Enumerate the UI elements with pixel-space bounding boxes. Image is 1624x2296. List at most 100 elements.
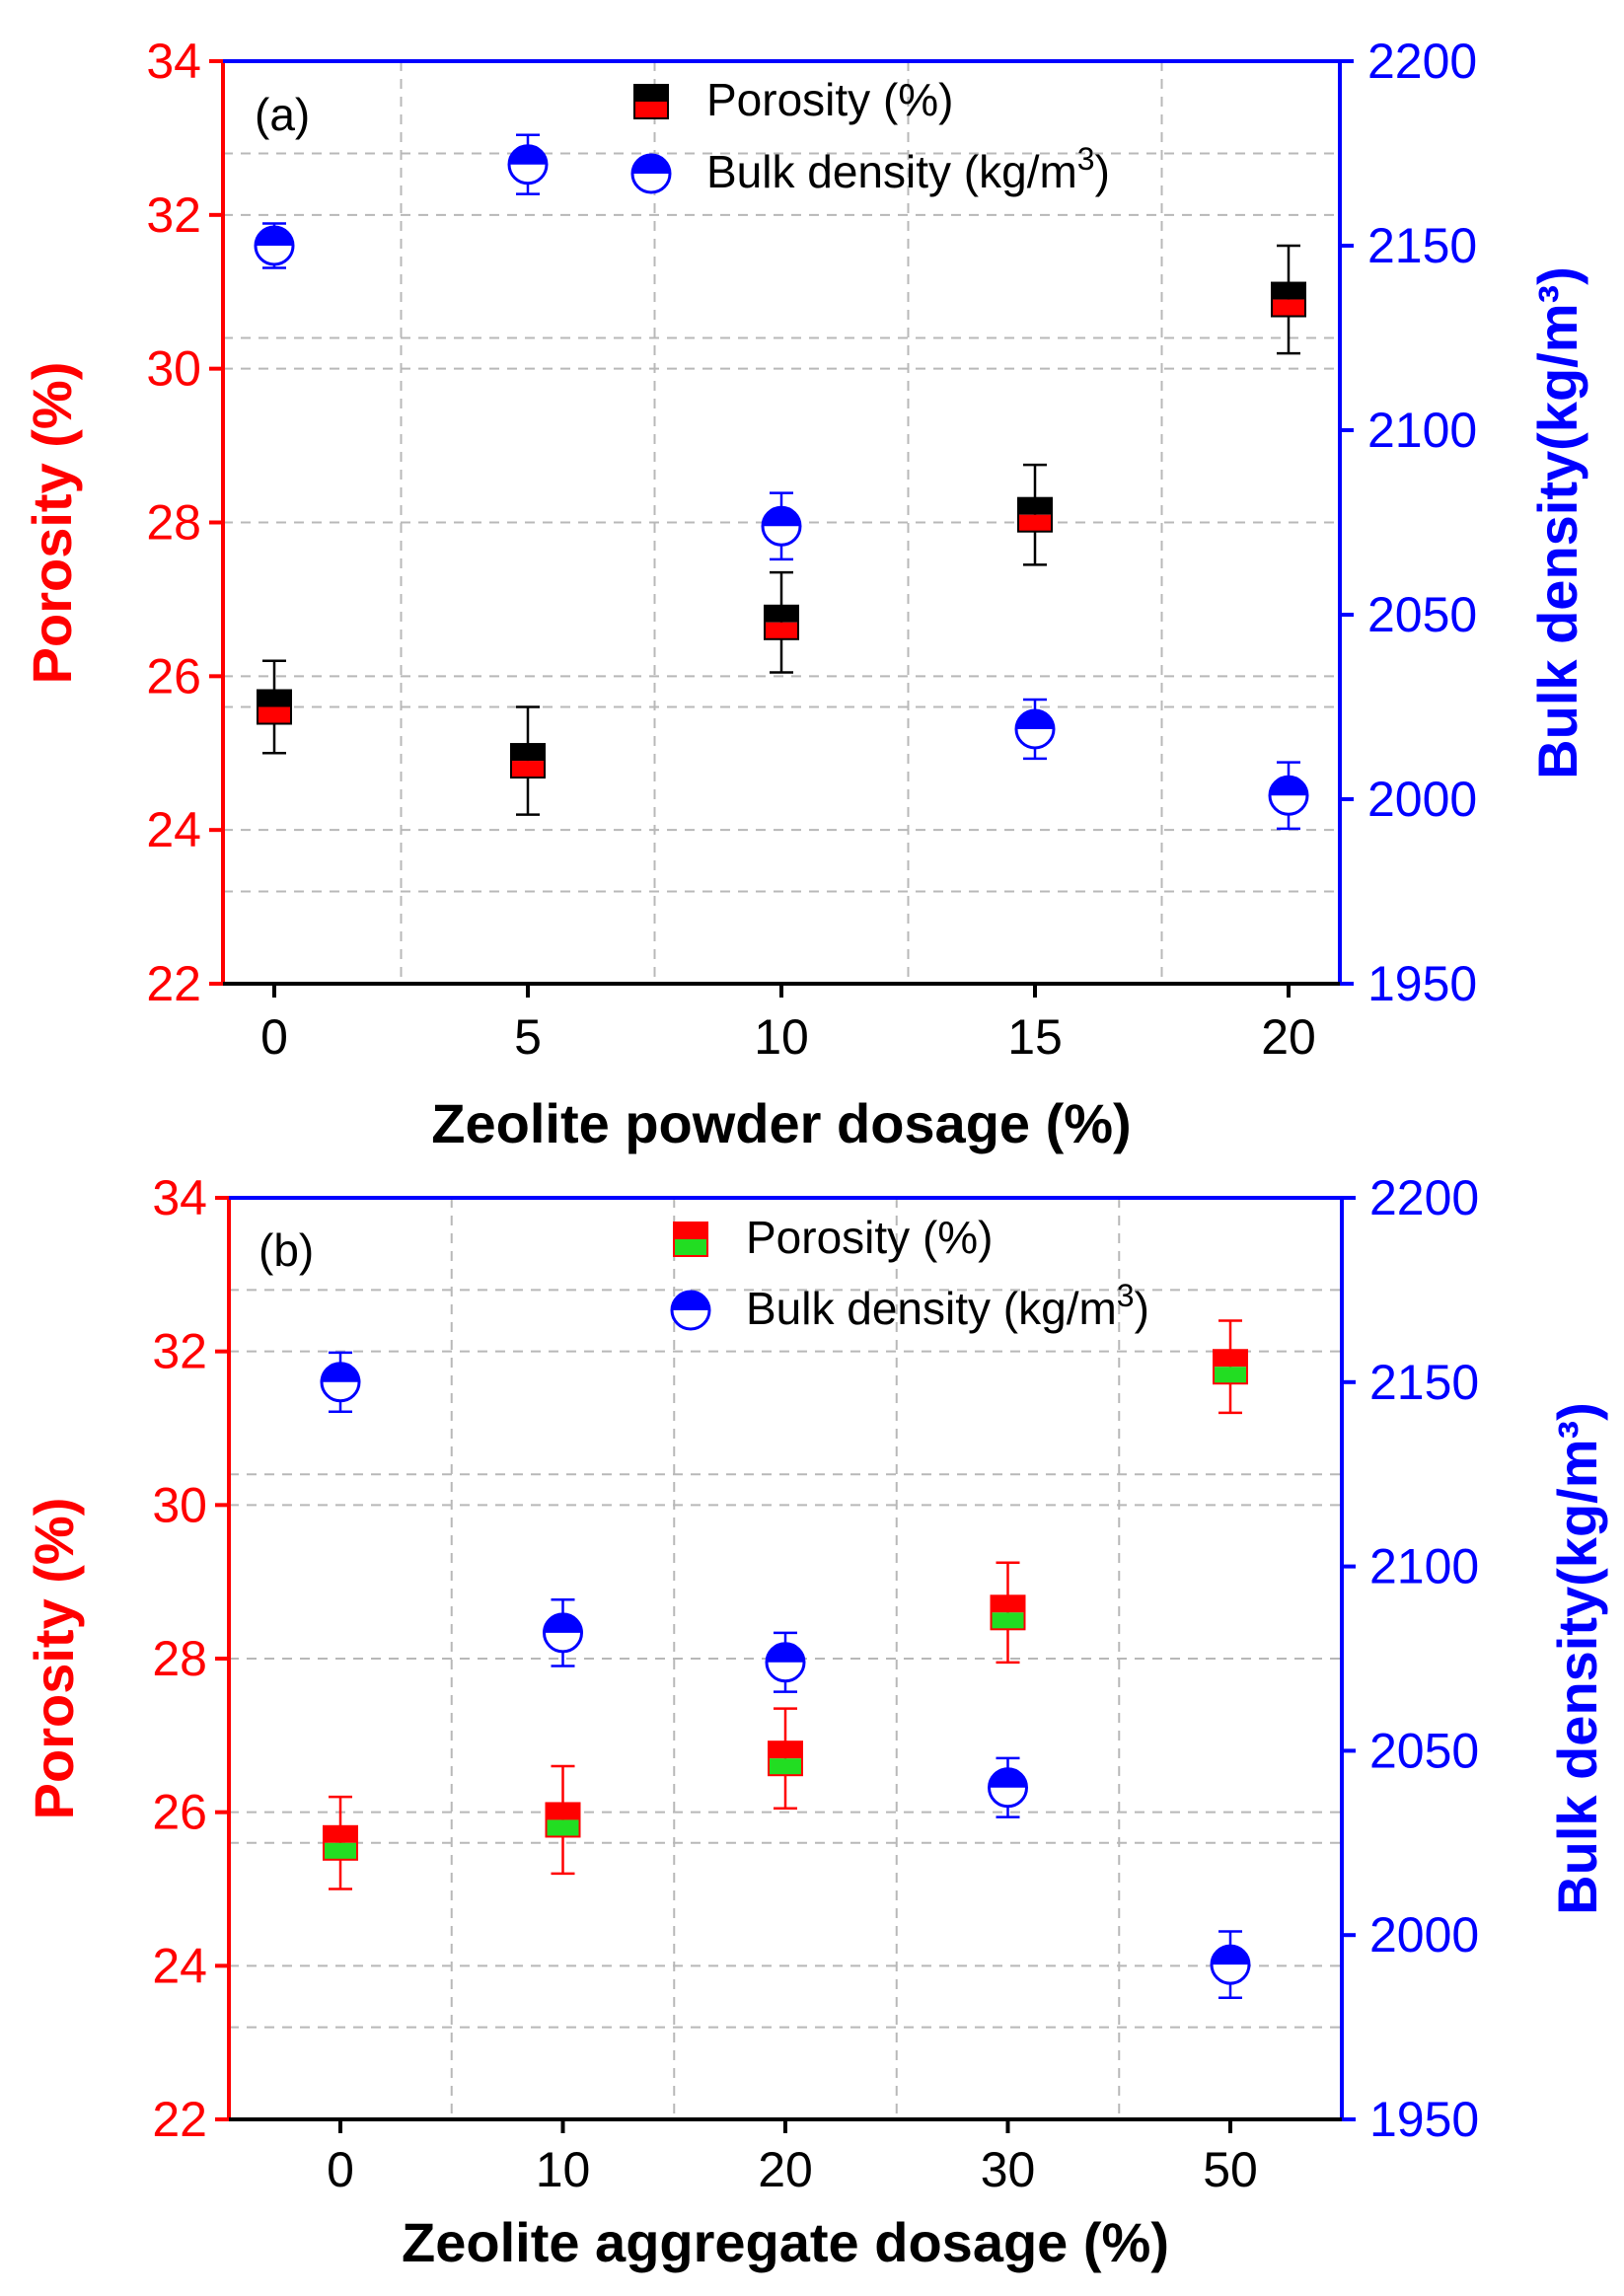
porosity-marker-top [1018, 497, 1052, 515]
legend-density-close: ) [1135, 1283, 1149, 1334]
right-tick-label: 2200 [1367, 34, 1477, 89]
left-tick-label: 24 [152, 1938, 207, 1993]
x-tick-label: 15 [1007, 1009, 1063, 1065]
porosity-marker-top [769, 1741, 802, 1759]
x-axis-title: Zeolite aggregate dosage (%) [402, 2211, 1169, 2273]
density-point [1210, 1930, 1251, 1999]
right-tick-label: 2050 [1369, 1723, 1479, 1778]
porosity-marker-bottom [258, 706, 291, 724]
density-marker-top-half [767, 1643, 804, 1663]
x-tick-label: 20 [758, 2142, 813, 2197]
right-tick-label: 1950 [1367, 956, 1477, 1011]
density-point [761, 491, 802, 561]
x-tick-label: 20 [1261, 1009, 1316, 1065]
density-marker-top-half [509, 145, 547, 165]
x-tick-label: 10 [754, 1009, 809, 1065]
legend-density-text: Bulk density (kg/m [746, 1283, 1117, 1334]
density-marker-top-half [1212, 1946, 1249, 1965]
porosity-marker-top [546, 1803, 580, 1820]
legend-porosity-symbol-outline [633, 84, 669, 119]
left-tick-label: 26 [152, 1785, 207, 1840]
density-marker-top-half [763, 507, 800, 527]
density-marker-top-half [1016, 709, 1054, 729]
legend-porosity-symbol-top [634, 85, 668, 102]
density-point [1014, 698, 1056, 761]
panel-a: 22 24 26 28 30 32 34 1950 2000 2050 2100 2150 2200 0 5… [21, 34, 1588, 1154]
legend-density-label: Bulk density (kg/m3) [706, 141, 1110, 197]
porosity-point [764, 570, 799, 674]
density-point [1268, 761, 1309, 831]
x-tick-label: 0 [327, 2142, 354, 2197]
porosity-marker-top [1272, 282, 1305, 300]
x-tick-label: 0 [260, 1009, 288, 1065]
density-marker-top-half [1270, 777, 1307, 796]
x-tick-label: 5 [514, 1009, 542, 1065]
x-tick-label: 50 [1203, 2142, 1258, 2197]
right-tick-label: 2200 [1369, 1170, 1479, 1225]
porosity-marker-bottom [511, 761, 545, 778]
x-tick-label: 30 [981, 2142, 1036, 2197]
density-point [320, 1351, 361, 1413]
left-tick-label: 32 [146, 187, 201, 243]
legend-density-label: Bulk density (kg/m3) [746, 1278, 1149, 1334]
density-point [988, 1756, 1028, 1818]
porosity-marker-outline [768, 1741, 803, 1777]
legend-porosity-label: Porosity (%) [746, 1212, 993, 1263]
porosity-marker-outline [1213, 1349, 1248, 1385]
left-tick-label: 32 [152, 1324, 207, 1379]
right-tick-label: 2100 [1369, 1539, 1479, 1594]
density-marker-top-half [322, 1363, 359, 1382]
panel-label: (a) [255, 89, 310, 140]
legend-density-symbol-top-half [632, 155, 670, 174]
x-axis-title: Zeolite powder dosage (%) [431, 1092, 1131, 1154]
porosity-marker-top [991, 1595, 1025, 1613]
porosity-point [545, 1764, 581, 1876]
density-marker-top-half [544, 1613, 582, 1633]
porosity-marker-outline [323, 1824, 358, 1861]
porosity-marker-bottom [1214, 1367, 1247, 1384]
left-tick-label: 28 [146, 495, 201, 551]
porosity-marker-bottom [1018, 514, 1052, 532]
density-point [254, 222, 295, 269]
panel-label: (b) [258, 1224, 314, 1276]
left-axis-title: Porosity (%) [21, 362, 83, 685]
density-marker-top-half [256, 227, 293, 246]
left-tick-label: 28 [152, 1631, 207, 1686]
porosity-marker-top [1214, 1350, 1247, 1368]
porosity-marker-bottom [991, 1612, 1025, 1630]
legend-density-superscript: 3 [1117, 1278, 1135, 1313]
density-point [507, 133, 549, 195]
right-axis-title: Bulk density(kg/m³) [1526, 266, 1588, 779]
porosity-point [990, 1561, 1026, 1665]
porosity-marker-top [765, 605, 798, 623]
porosity-marker-top [324, 1825, 357, 1843]
right-axis-title: Bulk density(kg/m³) [1546, 1402, 1608, 1915]
legend-porosity-symbol-outline [673, 1222, 708, 1257]
density-marker-top-half [989, 1768, 1027, 1788]
right-tick-label: 2000 [1369, 1907, 1479, 1963]
x-tick-label: 10 [536, 2142, 591, 2197]
left-tick-label: 34 [146, 34, 201, 89]
density-point [765, 1631, 806, 1693]
porosity-point [1213, 1319, 1248, 1415]
left-tick-label: 22 [146, 956, 201, 1011]
porosity-marker-bottom [546, 1819, 580, 1837]
left-tick-label: 26 [146, 648, 201, 704]
porosity-point [1017, 463, 1053, 566]
porosity-marker-outline [1271, 281, 1306, 318]
porosity-marker-outline [1017, 496, 1053, 533]
left-tick-label: 34 [152, 1170, 207, 1225]
left-axis-title: Porosity (%) [23, 1498, 85, 1820]
legend-porosity-label: Porosity (%) [706, 74, 953, 125]
legend-density-superscript: 3 [1077, 141, 1095, 177]
right-tick-label: 2100 [1367, 403, 1477, 458]
porosity-marker-bottom [1272, 299, 1305, 317]
legend-density-close: ) [1095, 146, 1110, 197]
right-tick-label: 2050 [1367, 587, 1477, 642]
porosity-point [768, 1707, 803, 1811]
legend-density-text: Bulk density (kg/m [706, 146, 1077, 197]
left-tick-label: 22 [152, 2092, 207, 2147]
